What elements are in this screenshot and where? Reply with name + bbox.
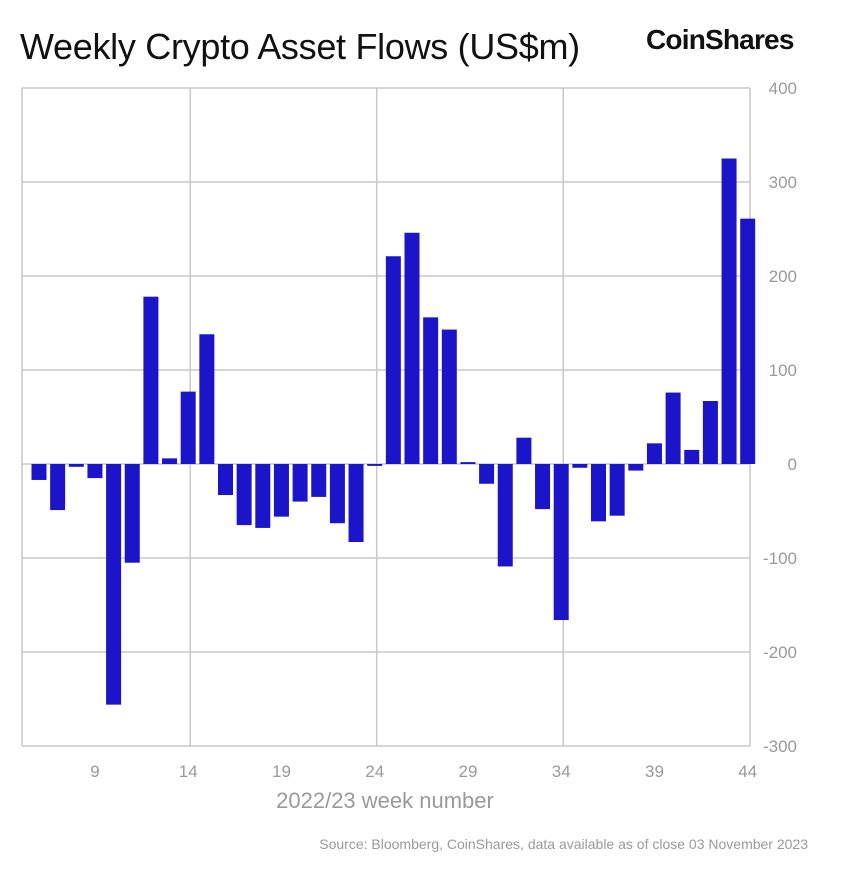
- bar-week-35: [572, 464, 588, 468]
- bar-week-31: [497, 464, 513, 567]
- bar-week-9: [87, 464, 103, 479]
- bar-week-20: [292, 464, 308, 502]
- x-tick-label: 19: [272, 762, 291, 781]
- bar-week-18: [255, 464, 271, 528]
- bar-week-36: [591, 464, 606, 522]
- bar-week-14: [180, 391, 196, 464]
- x-tick-label: 14: [179, 762, 198, 781]
- bar-week-37: [609, 464, 625, 516]
- x-tick-label: 24: [365, 762, 384, 781]
- y-tick-label: 200: [769, 267, 797, 286]
- bar-series: [31, 158, 756, 705]
- bar-week-11: [124, 464, 140, 563]
- x-tick-label: 29: [458, 762, 477, 781]
- bar-week-30: [479, 464, 495, 484]
- bar-week-44: [740, 218, 756, 464]
- y-tick-label: -300: [763, 737, 797, 756]
- bar-week-15: [199, 334, 215, 464]
- bar-week-33: [535, 464, 551, 510]
- bar-week-8: [68, 464, 84, 467]
- bar-week-17: [236, 464, 252, 526]
- bar-week-41: [684, 449, 700, 464]
- bar-week-12: [143, 296, 159, 464]
- bar-week-22: [329, 464, 345, 524]
- y-tick-label: 0: [788, 455, 797, 474]
- bar-week-7: [50, 464, 66, 511]
- bar-week-25: [385, 256, 401, 464]
- bar-chart: 400 300 200 100 0 -100 -200 -300 9 14 19 24 29 34 39 4…: [21, 79, 797, 813]
- bar-week-43: [721, 158, 737, 464]
- x-tick-label: 9: [90, 762, 99, 781]
- y-tick-label: 100: [769, 361, 797, 380]
- x-axis-title: 2022/23 week number: [276, 788, 494, 813]
- y-axis-ticks: 400 300 200 100 0 -100 -200 -300: [763, 79, 797, 756]
- bar-week-21: [311, 464, 327, 497]
- y-tick-label: 400: [769, 79, 797, 98]
- y-tick-label: 300: [769, 173, 797, 192]
- y-tick-label: -100: [763, 549, 797, 568]
- x-axis-ticks: 9 14 19 24 29 34 39 44: [90, 762, 757, 781]
- coinshares-logo: CoinShares: [646, 24, 794, 55]
- y-tick-label: -200: [763, 643, 797, 662]
- bar-week-26: [404, 232, 420, 464]
- bar-week-29: [460, 462, 476, 464]
- bar-week-19: [273, 464, 289, 517]
- bar-week-39: [646, 443, 662, 464]
- x-tick-label: 44: [738, 762, 757, 781]
- bar-week-40: [665, 392, 681, 464]
- bar-week-28: [441, 329, 457, 464]
- bar-week-34: [553, 464, 569, 621]
- bar-week-6: [31, 464, 47, 480]
- bar-week-23: [348, 464, 364, 543]
- source-note: Source: Bloomberg, CoinShares, data avai…: [319, 836, 808, 852]
- bar-week-24: [367, 464, 383, 466]
- chart-title: Weekly Crypto Asset Flows (US$m): [20, 26, 580, 67]
- x-tick-label: 39: [645, 762, 664, 781]
- x-tick-label: 34: [552, 762, 571, 781]
- bar-week-27: [423, 317, 439, 464]
- bar-week-16: [218, 464, 233, 496]
- bar-week-13: [162, 458, 178, 464]
- bar-week-32: [516, 437, 532, 464]
- bar-week-38: [628, 464, 644, 471]
- bar-week-10: [106, 464, 122, 705]
- bar-week-42: [702, 401, 718, 464]
